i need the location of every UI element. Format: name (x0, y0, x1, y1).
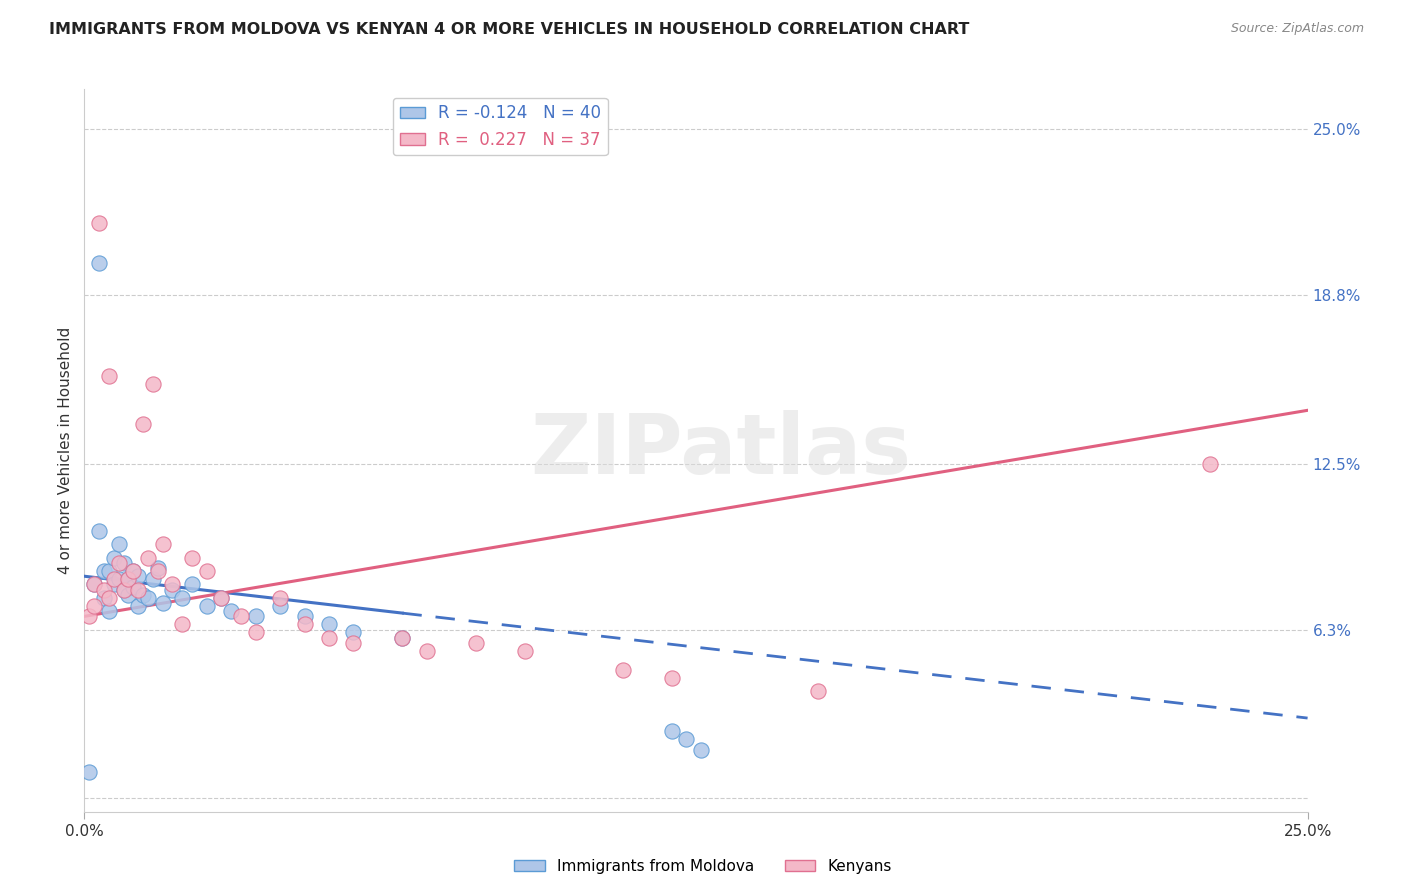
Point (661, 724, 683, 739)
Point (195, 599, 218, 613)
Y-axis label: 4 or more Vehicles in Household: 4 or more Vehicles in Household (58, 326, 73, 574)
Point (416, 644, 439, 658)
Point (112, 582, 135, 597)
Point (103, 572, 125, 586)
Point (87, 256, 110, 270)
Point (122, 564, 145, 578)
Point (93, 564, 115, 578)
Point (103, 577, 125, 591)
Point (142, 572, 165, 586)
Point (162, 577, 184, 591)
Point (117, 588, 139, 602)
Point (112, 582, 135, 597)
Point (142, 376, 165, 391)
Point (107, 572, 129, 586)
Point (195, 564, 218, 578)
Text: ZIPatlas: ZIPatlas (530, 410, 911, 491)
Point (77, 609, 100, 624)
Point (152, 596, 174, 610)
Point (117, 572, 139, 586)
Point (107, 537, 129, 551)
Point (87, 524, 110, 538)
Point (318, 617, 340, 632)
Point (83, 577, 105, 591)
Point (93, 591, 115, 605)
Point (136, 550, 159, 565)
Point (87, 216, 110, 230)
Point (612, 663, 634, 677)
Point (219, 604, 242, 618)
Point (103, 550, 125, 565)
Point (229, 609, 252, 624)
Point (112, 556, 135, 570)
Point (209, 591, 232, 605)
Point (807, 684, 830, 698)
Point (245, 609, 267, 624)
Point (181, 577, 204, 591)
Point (464, 636, 486, 650)
Point (93, 582, 115, 597)
Point (391, 631, 413, 645)
Point (97, 604, 120, 618)
Point (342, 636, 364, 650)
Point (132, 417, 155, 431)
Point (269, 591, 291, 605)
Point (122, 580, 145, 594)
Point (127, 599, 149, 613)
Point (245, 625, 267, 640)
Point (391, 631, 413, 645)
Point (77, 764, 100, 779)
Text: IMMIGRANTS FROM MOLDOVA VS KENYAN 4 OR MORE VEHICLES IN HOUSEHOLD CORRELATION CH: IMMIGRANTS FROM MOLDOVA VS KENYAN 4 OR M… (49, 22, 970, 37)
Point (294, 617, 316, 632)
Point (97, 368, 120, 383)
Point (661, 671, 683, 685)
Point (132, 588, 155, 602)
Point (146, 561, 169, 575)
Point (97, 564, 120, 578)
Point (127, 569, 149, 583)
Legend: Immigrants from Moldova, Kenyans: Immigrants from Moldova, Kenyans (508, 853, 898, 880)
Point (97, 591, 120, 605)
Point (675, 732, 697, 747)
Point (83, 577, 105, 591)
Point (318, 631, 340, 645)
Point (122, 564, 145, 578)
Point (1198, 457, 1220, 471)
Text: Source: ZipAtlas.com: Source: ZipAtlas.com (1230, 22, 1364, 36)
Point (127, 582, 149, 597)
Point (181, 550, 204, 565)
Point (172, 617, 194, 632)
Point (689, 743, 711, 757)
Legend: R = -0.124   N = 40, R =  0.227   N = 37: R = -0.124 N = 40, R = 0.227 N = 37 (392, 97, 607, 155)
Point (152, 537, 174, 551)
Point (269, 599, 291, 613)
Point (107, 556, 129, 570)
Point (136, 591, 159, 605)
Point (294, 609, 316, 624)
Point (172, 591, 194, 605)
Point (146, 564, 169, 578)
Point (83, 599, 105, 613)
Point (162, 582, 184, 597)
Point (342, 625, 364, 640)
Point (117, 572, 139, 586)
Point (513, 644, 536, 658)
Point (209, 591, 232, 605)
